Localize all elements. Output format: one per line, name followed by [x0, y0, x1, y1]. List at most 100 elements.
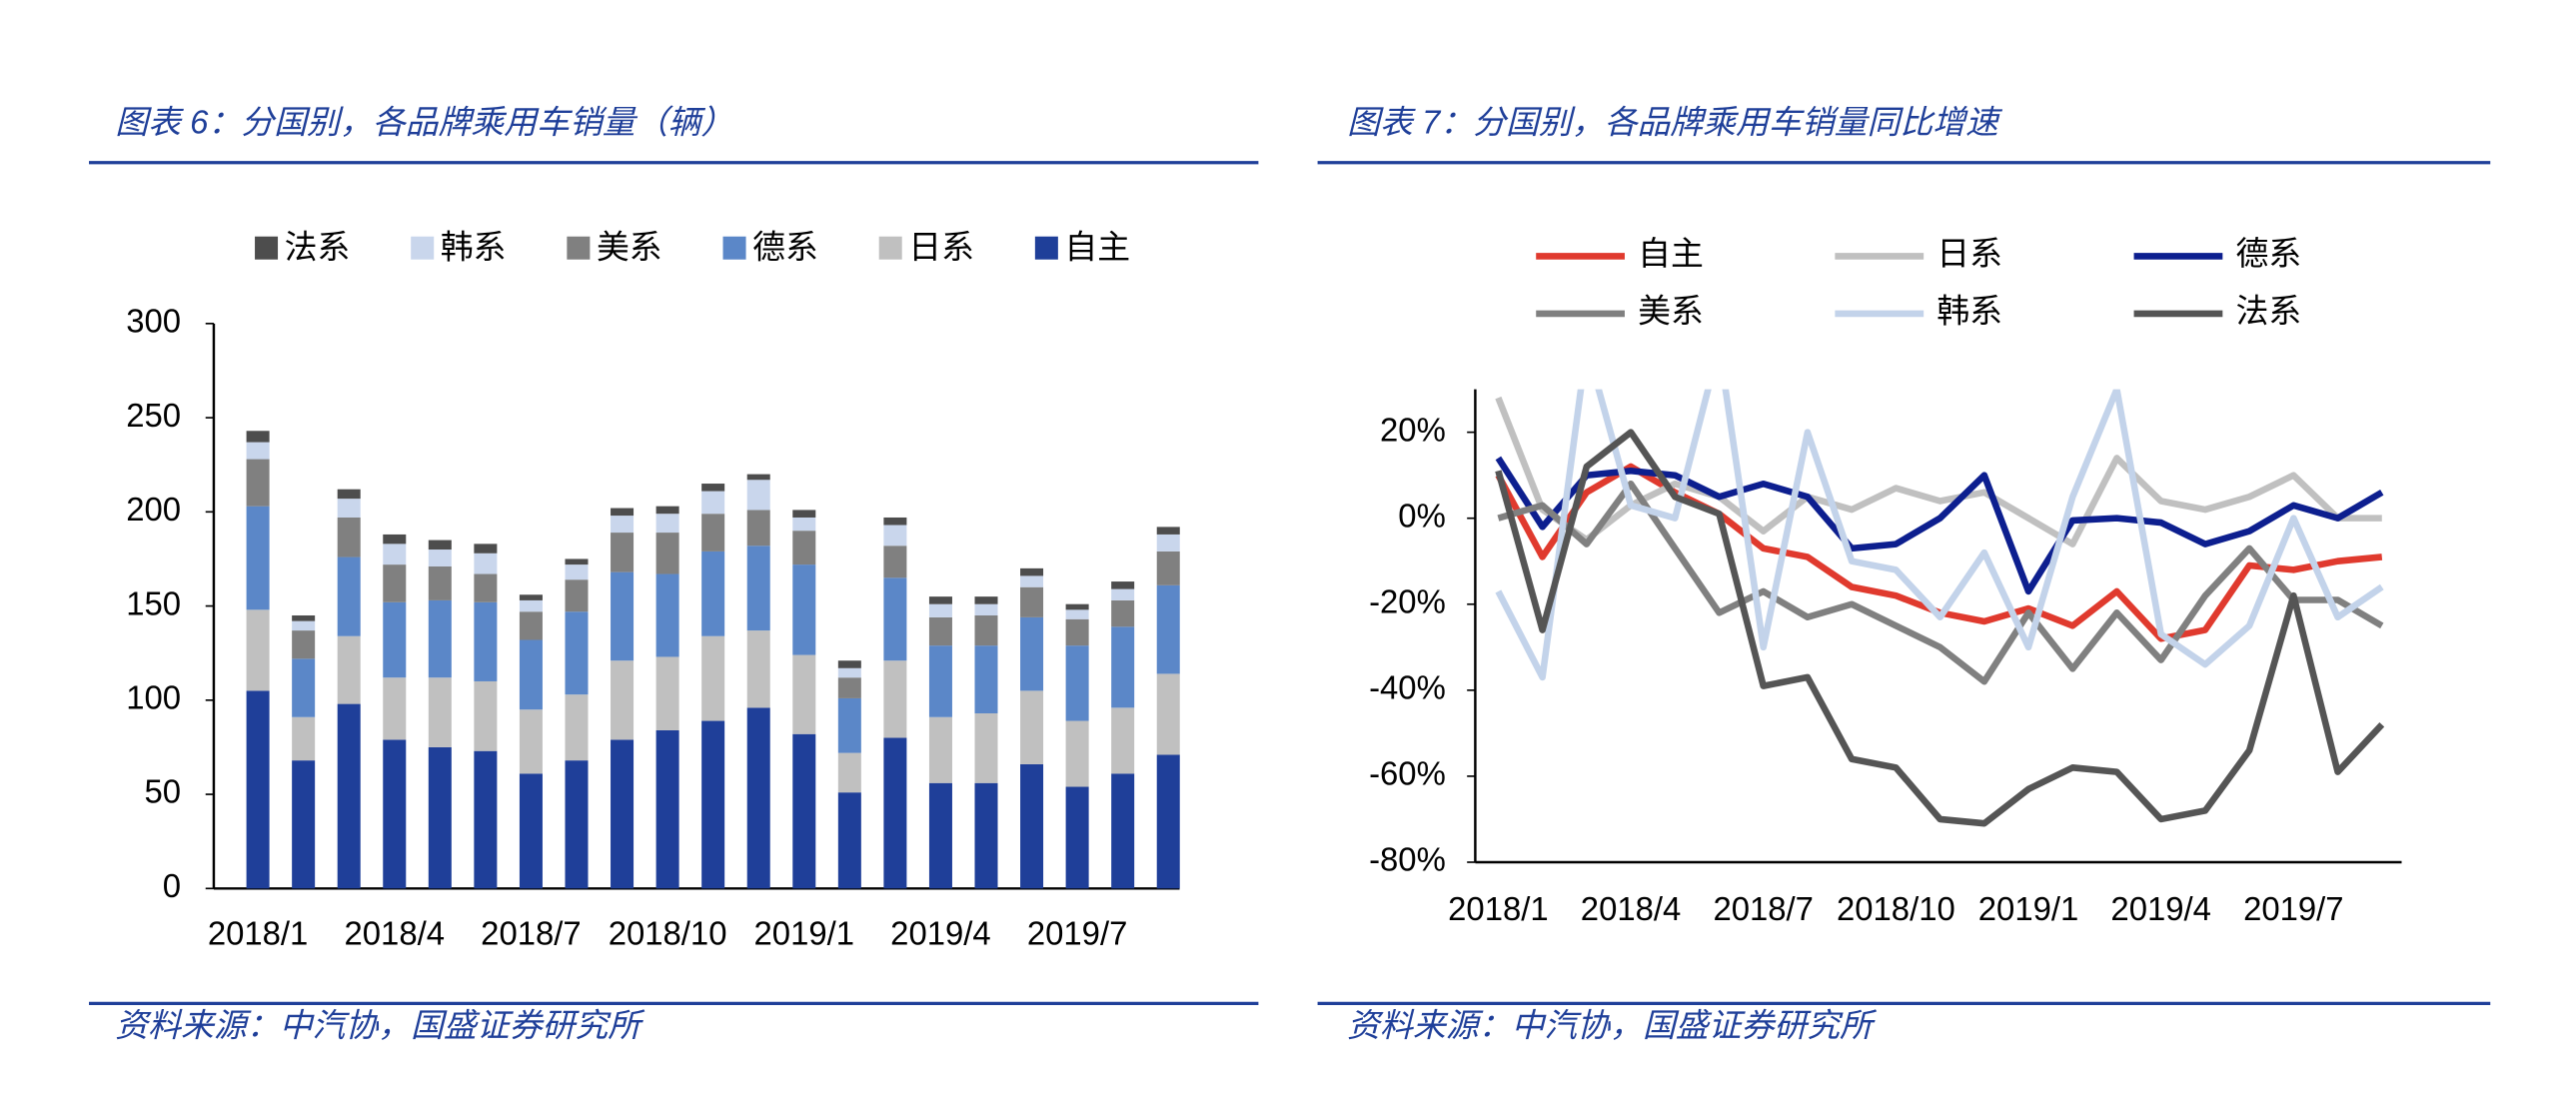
- y-tick-label: -20%: [1369, 582, 1446, 619]
- bar-segment: [1111, 599, 1135, 627]
- bar-segment: [883, 525, 907, 547]
- bar-segment: [611, 571, 635, 661]
- bar-segment: [292, 716, 316, 761]
- bar-segment: [428, 550, 452, 566]
- bar-segment: [792, 510, 816, 518]
- bar-segment: [246, 442, 270, 460]
- x-tick-label: 2018/1: [1448, 890, 1549, 927]
- bar-segment: [746, 480, 770, 511]
- bar-segment: [655, 533, 679, 574]
- bar-segment: [519, 611, 543, 640]
- legend-swatch: [567, 236, 591, 260]
- bar-segment: [701, 551, 725, 636]
- bar-segment: [1156, 673, 1180, 755]
- bar-segment: [246, 506, 270, 610]
- bar-segment: [1156, 551, 1180, 585]
- bar-segment: [974, 713, 998, 783]
- legend-label: 德系: [752, 229, 818, 266]
- bar-segment: [428, 677, 452, 747]
- y-tick-label: 150: [126, 584, 181, 621]
- line-series: [1495, 429, 2385, 827]
- bar-segment: [655, 514, 679, 534]
- legend-swatch: [1034, 236, 1058, 260]
- x-tick-label: 2019/4: [890, 915, 991, 952]
- bar-segment: [292, 630, 316, 659]
- bar-segment: [883, 577, 907, 661]
- bar-segment: [792, 564, 816, 655]
- legend-label: 美系: [1638, 293, 1704, 330]
- bar-segment: [928, 596, 952, 604]
- bar-segment: [1020, 690, 1044, 764]
- bar-segment: [1156, 534, 1180, 551]
- y-tick-label: -80%: [1369, 841, 1446, 878]
- bar-segment: [837, 677, 861, 698]
- bar-segment: [701, 514, 725, 551]
- x-tick-label: 2018/10: [1837, 890, 1955, 927]
- bar-segment: [1065, 786, 1089, 889]
- legend-label: 自主: [1064, 229, 1130, 266]
- legend-label: 美系: [597, 229, 662, 266]
- bar-segment: [1020, 616, 1044, 691]
- bar-segment: [337, 499, 361, 518]
- bar-segment: [837, 667, 861, 678]
- bar-segment: [246, 609, 270, 691]
- bar-segment: [428, 746, 452, 889]
- x-tick-label: 2018/7: [481, 915, 582, 952]
- bar-segment: [519, 773, 543, 889]
- line-series: [1495, 456, 2384, 595]
- bar-segment: [474, 680, 498, 751]
- bar-segment: [1111, 588, 1135, 600]
- bar-segment: [292, 614, 316, 621]
- bar-segment: [1065, 603, 1089, 610]
- bar-segment: [792, 654, 816, 734]
- legend-swatch: [722, 236, 746, 260]
- bar-segment: [1156, 584, 1180, 674]
- line-series: [1497, 480, 2384, 685]
- plot-area: [1495, 389, 2385, 827]
- bar-segment: [883, 737, 907, 889]
- bar-segment: [519, 594, 543, 600]
- bar-segment: [746, 510, 770, 547]
- bar-segment: [292, 658, 316, 717]
- bar-segment: [383, 677, 407, 740]
- bar-segment: [974, 645, 998, 714]
- x-tick-label: 2018/4: [1581, 890, 1682, 927]
- y-tick-label: 100: [126, 679, 181, 716]
- bar-segment: [792, 517, 816, 532]
- bar-segment: [746, 707, 770, 889]
- bar-segment: [974, 782, 998, 889]
- bar-segment: [337, 489, 361, 500]
- bar-segment: [246, 431, 270, 443]
- legend-swatch: [411, 236, 435, 260]
- bar-segment: [428, 540, 452, 551]
- y-tick-label: 50: [145, 773, 182, 810]
- bar-segment: [519, 599, 543, 612]
- bar-segment: [611, 739, 635, 889]
- y-tick-label: -60%: [1369, 755, 1446, 792]
- bar-segment: [611, 516, 635, 534]
- bar-segment: [611, 660, 635, 740]
- bar-segment: [746, 474, 770, 481]
- legend-label: 德系: [2235, 235, 2301, 272]
- legend-label: 法系: [285, 229, 351, 266]
- bar-segment: [1111, 581, 1135, 589]
- bar-segment: [1065, 609, 1089, 619]
- y-tick-label: 20%: [1380, 411, 1446, 448]
- bar-segment: [474, 750, 498, 889]
- bar-segment: [837, 660, 861, 668]
- bar-segment: [1020, 575, 1044, 587]
- bar-segment: [974, 614, 998, 646]
- bar-segment: [246, 459, 270, 507]
- bar-segment: [383, 601, 407, 678]
- line-series: [1495, 389, 2384, 681]
- bar-segment: [519, 639, 543, 710]
- x-tick-label: 2018/7: [1713, 890, 1814, 927]
- bar-segment: [292, 620, 316, 631]
- bar-segment: [292, 760, 316, 889]
- bar-segment: [611, 533, 635, 572]
- bar-segment: [1111, 626, 1135, 708]
- bar-segment: [383, 534, 407, 545]
- bar-segment: [792, 733, 816, 889]
